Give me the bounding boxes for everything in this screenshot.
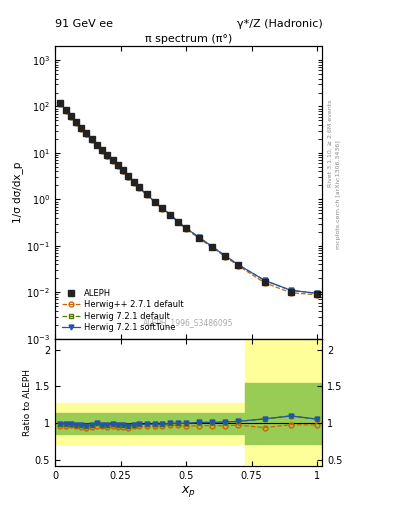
Text: 91 GeV ee: 91 GeV ee <box>55 18 113 29</box>
Text: ALEPH_1996_S3486095: ALEPH_1996_S3486095 <box>143 318 234 327</box>
Legend: ALEPH, Herwig++ 2.7.1 default, Herwig 7.2.1 default, Herwig 7.2.1 softTune: ALEPH, Herwig++ 2.7.1 default, Herwig 7.… <box>59 286 186 334</box>
Text: Rivet 3.1.10, ≥ 2.6M events: Rivet 3.1.10, ≥ 2.6M events <box>328 100 333 187</box>
Text: γ*/Z (Hadronic): γ*/Z (Hadronic) <box>237 18 322 29</box>
Title: π spectrum (π°): π spectrum (π°) <box>145 34 232 44</box>
Y-axis label: 1/σ dσ/dx_p: 1/σ dσ/dx_p <box>13 162 24 223</box>
Text: mcplots.cern.ch [arXiv:1306.3436]: mcplots.cern.ch [arXiv:1306.3436] <box>336 140 341 249</box>
X-axis label: $x_p$: $x_p$ <box>181 483 196 499</box>
Y-axis label: Ratio to ALEPH: Ratio to ALEPH <box>23 369 32 436</box>
